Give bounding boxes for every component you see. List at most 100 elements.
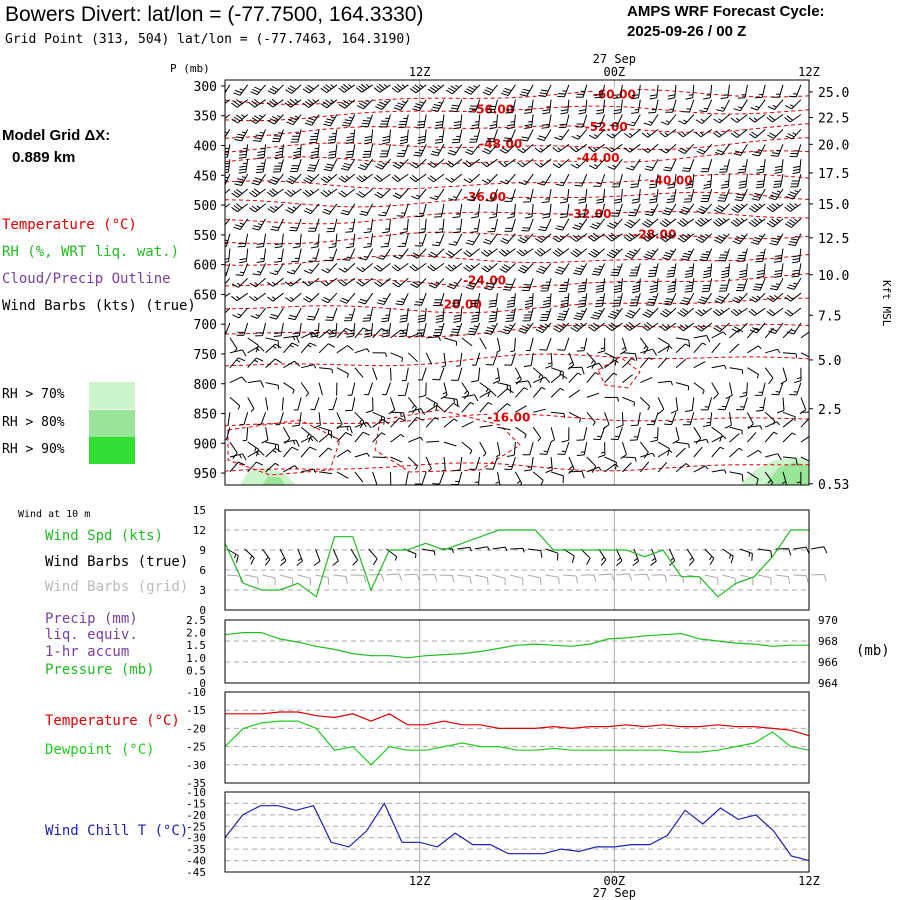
wind-barb [749,292,766,303]
isotherm-line [225,273,809,289]
wind-barb [522,441,534,456]
wind-barb [568,470,585,479]
wind-barb [354,421,372,429]
wind-barb [575,114,588,128]
wind-barb [541,114,552,129]
wind-barb [270,218,284,231]
wind-barb [729,447,743,458]
wind-barb-grid [633,573,650,582]
wind-barb-grid [810,574,827,582]
wind-barb [624,248,641,259]
pressure-tick: 900 [194,437,217,452]
wind-barb [447,278,463,290]
precip-tick: 2.5 [186,614,206,627]
wind-barb [471,367,481,383]
wind-barb [359,203,374,216]
wind-barb [225,129,231,139]
wind-barb [670,397,679,414]
wind-barb [523,352,534,367]
wind-barb-grid [386,573,403,581]
wind-barb [251,173,267,186]
wind-barb [225,218,231,226]
wind-barb-true [598,548,607,566]
wind-barb [492,367,501,385]
pressure-tick: 500 [194,199,217,214]
wind-barb [532,387,546,398]
wind-barb [303,173,320,184]
temperature-tick: -10 [186,686,206,699]
wind-barb [606,218,623,229]
wind-barb [587,232,605,242]
wind-barb [338,277,356,287]
wind-barb [568,366,585,375]
wind-barb [255,159,267,174]
wind-barb [586,466,602,473]
wind-barb [567,352,575,370]
wind-barb [318,447,333,458]
wind-barb [225,427,231,441]
wind-barb [764,367,774,385]
wind-barb [510,337,516,353]
wind-barb [321,292,338,304]
wind-barb [771,84,784,98]
wind-barb [577,278,588,293]
wind-barb [231,277,249,288]
wind-barb [425,352,433,365]
kft-msl-label: Kft MSL [880,280,893,327]
wind-chill-tick: -20 [186,809,206,822]
wind-barb [497,426,511,431]
legend-cloud: Cloud/Precip Outline [2,271,171,287]
wind-barb [450,322,463,336]
wind-barb [319,367,333,374]
wind-barb [597,337,606,354]
wind-barb [233,218,249,230]
wind-barb [416,114,427,129]
wind-barb [576,427,588,441]
wind-barb [711,364,727,370]
wind-barb [399,129,409,145]
wind-barb [432,471,445,485]
wind-barb [267,84,284,95]
wind-barb [784,292,802,302]
wind-barb [672,427,680,444]
wind-barb [290,129,302,143]
wind-barb [479,390,497,398]
wind-barb [341,114,356,127]
wind-barb-grid [580,574,597,583]
isotherm-label: -52.00 [585,120,628,134]
wind-barb [408,332,424,339]
wind-barb [301,364,317,369]
wind-barb [729,367,744,374]
wind-barb [489,114,498,130]
wind-barb [768,188,784,201]
wind-barb [748,218,766,227]
wind-barb [571,129,588,140]
legend-temperature: Temperature (°C) [2,217,137,233]
wind-barb [427,84,445,94]
wind-barb [622,374,634,383]
wind-barb [616,412,624,429]
wind-barb [737,159,748,174]
wind-barb [712,307,730,317]
wind-barb [517,263,534,274]
wind-barb [427,158,445,168]
wind-barb [397,233,409,247]
wind-barb [304,114,320,126]
wind-barb [249,114,266,124]
wind-barb [445,158,463,168]
wind-barb [517,233,534,244]
wind-barb [677,233,695,243]
wind-barb [252,263,267,276]
wind-barb [443,441,457,447]
wind-barb [769,278,784,291]
wind-barb [303,263,320,274]
wind-barb [622,396,635,407]
wind-barb [558,278,570,293]
wind-barb [379,144,391,158]
wind-barb [283,446,299,458]
wind-barb-true [368,548,378,566]
wind-barb [532,376,551,384]
wind-barb [393,99,409,111]
wind-barb [427,262,445,272]
wind-barb [731,203,748,214]
